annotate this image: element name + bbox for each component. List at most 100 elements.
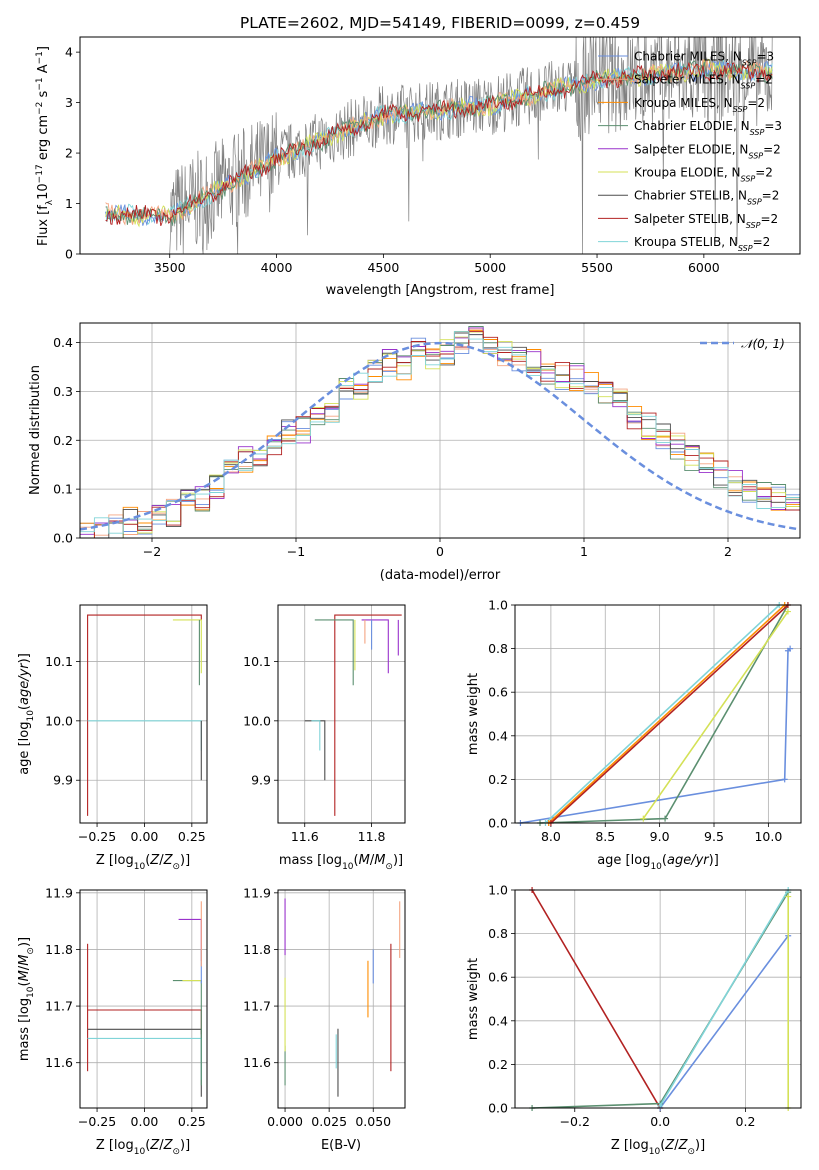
mass-weight-line bbox=[520, 648, 791, 824]
residuals-panel: −2 −1 0 1 2 0.0 0.1 0.2 0.3 0.4 (data-model)/erro… bbox=[28, 322, 801, 583]
x-tick-label: 4000 bbox=[261, 260, 293, 275]
x-tick-label: 10.0 bbox=[754, 829, 782, 844]
model-spectrum-line bbox=[105, 62, 773, 227]
y-tick-label: 11.6 bbox=[45, 1055, 73, 1070]
legend-label: Salpeter STELIB, NSSP=2 bbox=[634, 212, 778, 230]
x-tick-label: 0 bbox=[436, 544, 444, 559]
y-tick-label: 0.2 bbox=[53, 433, 73, 448]
ageZ-x-label: Z [log10(Z/Z⊙)] bbox=[96, 853, 190, 872]
y-tick-label: 0 bbox=[65, 247, 73, 262]
residuals-y-label: Normed distribution bbox=[28, 365, 43, 495]
age-mass-line bbox=[311, 720, 321, 751]
mwZ-x-label: Z [log10(Z/Z⊙)] bbox=[611, 1138, 705, 1157]
mwZ-y-label: mass weight bbox=[466, 958, 481, 1040]
age-vs-mass-panel: 11.6 11.8 9.9 10.0 10.1 mass [log10(M/M⊙)] bbox=[243, 604, 406, 872]
residuals-x-label: (data-model)/error bbox=[380, 568, 501, 583]
mass-weight-vs-age-panel: 8.0 8.5 9.0 9.5 10.0 0.0 0.2 0.4 0.6 0.8 1.0 age [… bbox=[466, 598, 802, 872]
age-z-line bbox=[87, 614, 202, 816]
age-mass-line bbox=[314, 619, 354, 686]
spectrum-y-label: Flux [fλ10−17 erg cm−2 s−1 A−1] bbox=[35, 46, 55, 246]
x-tick-label: 0.25 bbox=[178, 829, 206, 844]
x-tick-label: 4500 bbox=[367, 260, 399, 275]
x-tick-label: 0.025 bbox=[311, 1114, 347, 1129]
y-tick-label: 1.0 bbox=[488, 883, 508, 898]
x-tick-label: 11.8 bbox=[358, 829, 386, 844]
y-tick-label: 10.0 bbox=[243, 713, 271, 728]
x-tick-label: −2 bbox=[143, 544, 161, 559]
y-tick-label: 11.7 bbox=[243, 999, 271, 1014]
y-tick-label: 0.8 bbox=[488, 641, 508, 656]
mwAge-x-label: age [log10(age/yr)] bbox=[597, 853, 719, 872]
mass-weight-marker bbox=[785, 893, 792, 900]
ageM-x-label: mass [log10(M/M⊙)] bbox=[279, 853, 403, 872]
mass-weight-line bbox=[550, 604, 789, 824]
legend-label: Chabrier STELIB, NSSP=2 bbox=[634, 189, 779, 207]
y-tick-label: 0.1 bbox=[53, 482, 73, 497]
normal-curve-line bbox=[80, 341, 800, 531]
x-tick-label: 0.000 bbox=[267, 1114, 303, 1129]
model-spectrum-line bbox=[105, 59, 773, 226]
x-tick-label: 2 bbox=[724, 544, 732, 559]
mass-weight-marker bbox=[787, 645, 794, 652]
x-tick-label: −0.25 bbox=[78, 829, 116, 844]
mass-vs-metallicity-panel: −0.25 0.00 0.25 11.6 11.7 11.8 11.9 Z [log10(Z… bbox=[17, 885, 208, 1157]
y-tick-label: 10.1 bbox=[243, 654, 271, 669]
x-tick-label: 0.00 bbox=[131, 1114, 159, 1129]
figure-title: PLATE=2602, MJD=54149, FIBERID=0099, z=0… bbox=[240, 14, 640, 32]
x-tick-label: 9.5 bbox=[704, 829, 724, 844]
y-tick-label: 0.8 bbox=[488, 926, 508, 941]
x-tick-label: −0.25 bbox=[78, 1114, 116, 1129]
y-tick-label: 11.7 bbox=[45, 999, 73, 1014]
x-tick-label: 1 bbox=[580, 544, 588, 559]
x-tick-label: 0.2 bbox=[736, 1114, 756, 1129]
legend-label: Salpeter ELODIE, NSSP=2 bbox=[634, 142, 781, 160]
age-vs-metallicity-panel: −0.25 0.00 0.25 9.9 10.0 10.1 Z [log10(Z/Z⊙)]… bbox=[17, 604, 208, 872]
x-tick-label: 5500 bbox=[581, 260, 613, 275]
mass-weight-marker bbox=[662, 815, 669, 822]
y-tick-label: 0.0 bbox=[488, 816, 508, 831]
y-tick-label: 10.0 bbox=[45, 713, 73, 728]
mwAge-y-label: mass weight bbox=[466, 673, 481, 755]
mass-weight-line bbox=[642, 611, 789, 820]
age-z-line bbox=[172, 619, 202, 674]
y-tick-label: 3 bbox=[65, 95, 73, 110]
mass-weight-line bbox=[548, 604, 786, 824]
mass-weight-line bbox=[531, 889, 661, 1109]
y-tick-label: 0.0 bbox=[488, 1101, 508, 1116]
y-tick-label: 2 bbox=[65, 146, 73, 161]
y-tick-label: 1.0 bbox=[488, 598, 508, 613]
mass-weight-vs-metallicity-panel: −0.2 0.0 0.2 0.0 0.2 0.4 0.6 0.8 1.0 Z [log10(Z/… bbox=[466, 883, 802, 1157]
histogram-step-line bbox=[80, 326, 800, 538]
x-tick-label: 3500 bbox=[154, 260, 186, 275]
y-tick-label: 0.4 bbox=[488, 728, 508, 743]
x-tick-label: 9.0 bbox=[650, 829, 670, 844]
x-tick-label: 5000 bbox=[474, 260, 506, 275]
histogram-step-line bbox=[80, 331, 800, 538]
spectrum-panel: 3500 4000 4500 5000 5500 6000 0 1 2 3 4 wavelength… bbox=[35, 36, 801, 298]
spectrum-legend: Chabrier MILES, NSSP=3 Salpeter MILES, NS… bbox=[598, 50, 782, 253]
mass-weight-line bbox=[659, 889, 789, 1107]
x-tick-label: 0.0 bbox=[650, 1114, 670, 1129]
mass-weight-line bbox=[659, 935, 789, 1109]
legend-label: Kroupa MILES, NSSP=2 bbox=[634, 96, 765, 114]
legend-label: Kroupa ELODIE, NSSP=2 bbox=[634, 166, 773, 184]
y-tick-label: 0.3 bbox=[53, 384, 73, 399]
age-mass-line bbox=[361, 619, 389, 674]
mass-weight-marker bbox=[784, 608, 791, 615]
mass-weight-marker bbox=[781, 776, 788, 783]
y-tick-label: 0.6 bbox=[488, 685, 508, 700]
y-tick-label: 11.8 bbox=[45, 942, 73, 957]
x-tick-label: 6000 bbox=[688, 260, 720, 275]
x-tick-label: 0.25 bbox=[178, 1114, 206, 1129]
x-tick-label: 0.00 bbox=[131, 829, 159, 844]
y-tick-label: 0.2 bbox=[488, 1057, 508, 1072]
y-tick-label: 4 bbox=[65, 45, 73, 60]
legend-label: Salpeter MILES, NSSP=2 bbox=[634, 73, 773, 91]
model-spectrum-line bbox=[105, 58, 773, 228]
legend-label: Chabrier MILES, NSSP=3 bbox=[634, 50, 774, 68]
mass-weight-marker bbox=[640, 815, 647, 822]
age-mass-line bbox=[334, 614, 402, 816]
y-tick-label: 0.6 bbox=[488, 970, 508, 985]
y-tick-label: 9.9 bbox=[53, 773, 73, 788]
